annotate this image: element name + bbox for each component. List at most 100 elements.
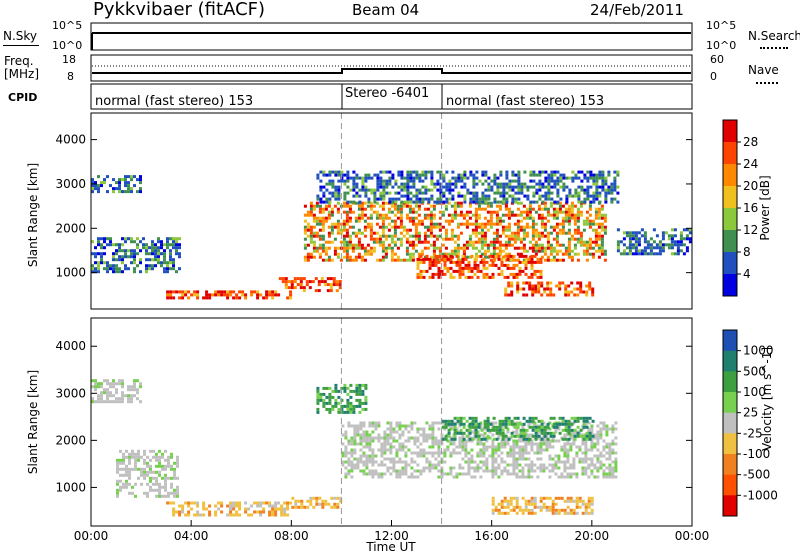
power-cell [483,237,487,241]
velocity-cell [567,428,571,432]
power-cell [466,188,470,192]
velocity-cell [112,379,115,383]
power-cell [496,176,500,180]
power-cell [483,207,487,211]
power-cell [567,210,571,214]
velocity-cell [548,442,552,446]
power-cell [585,243,589,247]
power-cell [667,237,671,241]
power-cell [610,185,614,189]
power-cell [594,249,598,253]
power-cell [507,243,511,247]
power-cell [321,228,325,232]
velocity-cell [591,419,595,423]
velocity-cell [350,454,354,458]
power-cell [513,258,517,262]
velocity-cell [494,466,498,470]
power-cell [480,234,484,238]
velocity-cell [501,422,505,426]
power-cell [440,269,444,273]
power-cell [403,182,407,186]
power-cell [330,228,334,232]
velocity-cell [486,425,490,429]
power-cell [495,210,499,214]
power-cell [685,228,689,232]
power-cell [406,197,410,201]
velocity-cell [536,505,540,509]
velocity-cell [103,388,106,392]
power-cell [481,200,485,204]
velocity-cell [576,434,580,438]
power-cell [336,252,340,256]
power-cell [163,255,166,259]
velocity-cell [131,485,134,489]
power-cell [432,246,436,250]
velocity-cell [121,379,124,383]
power-cell [324,207,328,211]
velocity-cell [527,463,531,467]
velocity-cell [116,464,119,468]
power-cell [435,222,439,226]
velocity-cell [491,439,495,443]
power-cell [634,249,638,253]
velocity-cell [401,430,405,434]
velocity-cell [398,424,402,428]
velocity-cell [497,433,501,437]
power-cell [576,258,580,262]
power-colorbar-segment [723,186,737,209]
velocity-cell [444,419,448,423]
power-cell [531,231,535,235]
power-cell [355,173,359,177]
power-cell [502,185,506,189]
velocity-cell [536,442,540,446]
velocity-colorbar-segment [723,474,737,496]
velocity-cell [164,458,167,462]
power-cell [491,254,495,258]
velocity-cell [557,424,561,428]
power-cell [420,222,424,226]
velocity-cell [449,439,453,443]
power-cell [498,222,502,226]
velocity-cell [539,496,543,500]
velocity-cell [602,454,606,458]
velocity-cell [321,505,325,509]
velocity-cell [176,455,179,459]
power-cell [312,225,316,229]
power-cell [434,257,438,261]
power-cell [538,185,542,189]
velocity-cell [500,445,504,449]
power-cell [390,210,394,214]
velocity-cell [347,472,351,476]
velocity-cell [362,433,366,437]
power-cell [486,246,490,250]
power-cell [649,252,653,256]
velocity-cell [176,485,179,489]
power-cell [597,210,601,214]
velocity-cell [587,499,591,503]
velocity-cell [176,464,179,468]
power-cell [462,246,466,250]
power-cell [148,267,151,271]
power-cell [438,222,442,226]
power-cell [432,204,436,208]
velocity-cell [585,416,589,420]
power-cell [121,255,124,259]
velocity-cell [344,448,348,452]
velocity-cell [398,436,402,440]
power-cell [416,257,420,261]
power-cell [564,210,568,214]
power-cell [426,246,430,250]
velocity-cell [139,400,142,404]
power-cell [394,197,398,201]
power-cell [670,237,674,241]
velocity-cell [350,466,354,470]
power-cell [588,204,592,208]
power-cell [411,222,415,226]
velocity-cell [488,454,492,458]
velocity-cell [220,510,224,514]
power-cell [472,185,476,189]
power-cell [483,225,487,229]
power-cell [390,225,394,229]
velocity-cell [558,416,562,420]
velocity-cell [515,496,519,500]
